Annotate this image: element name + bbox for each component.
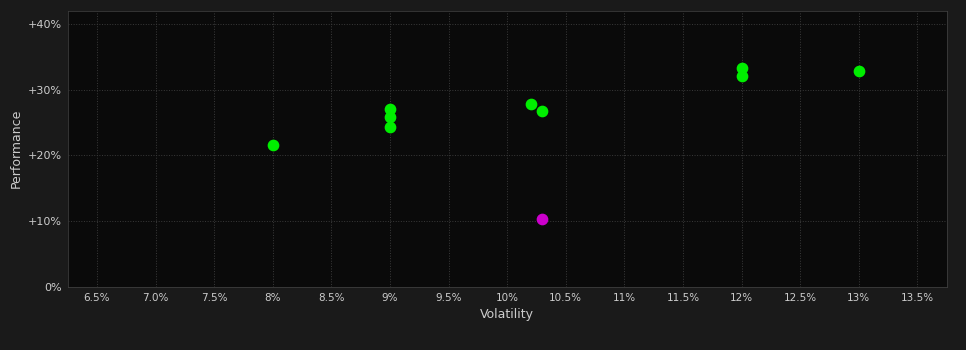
Point [734, 74, 750, 79]
Point [523, 101, 538, 107]
Point [534, 216, 550, 222]
Point [383, 106, 398, 112]
Point [383, 114, 398, 120]
Point [265, 143, 280, 148]
Point [851, 68, 867, 74]
X-axis label: Volatility: Volatility [480, 308, 534, 321]
Y-axis label: Performance: Performance [10, 109, 22, 188]
Point [734, 66, 750, 71]
Point [383, 124, 398, 130]
Point [534, 108, 550, 113]
